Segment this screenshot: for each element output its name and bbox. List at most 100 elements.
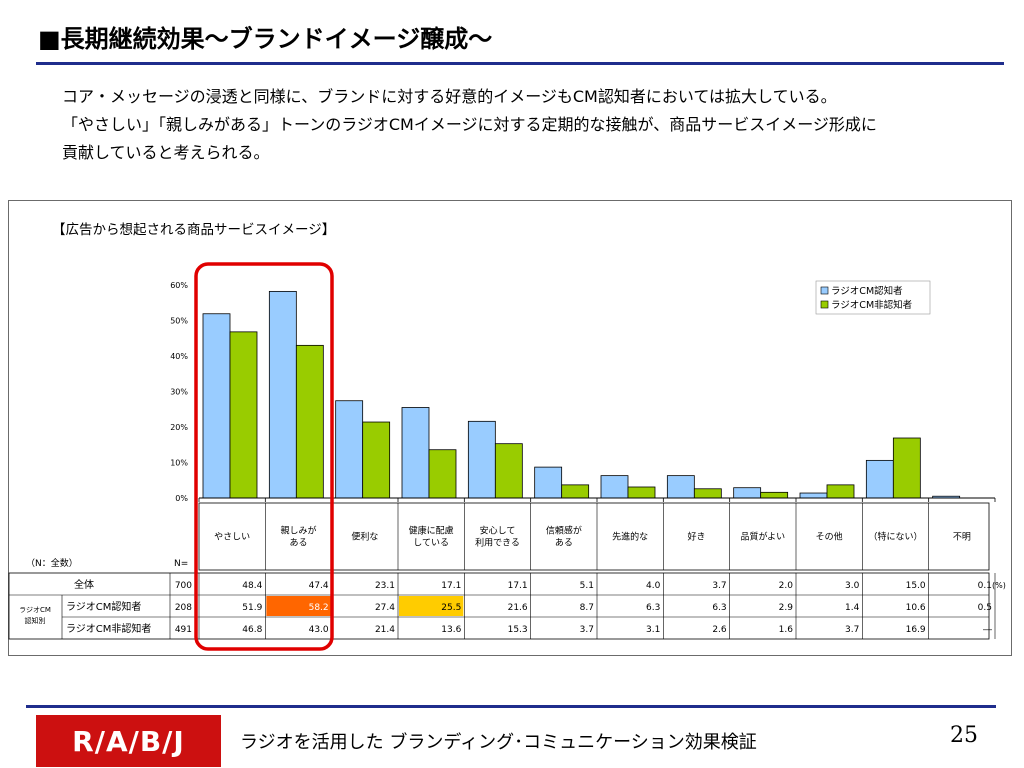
category-label: 利用できる xyxy=(475,537,520,549)
y-tick-label: 40% xyxy=(170,352,188,361)
category-label: している xyxy=(413,538,449,549)
highlight-box xyxy=(194,262,334,651)
bar-unaware xyxy=(627,486,656,499)
bar-unaware xyxy=(892,437,921,499)
bar-aware xyxy=(733,487,762,499)
category-label: 安心して xyxy=(480,525,516,537)
bar-aware xyxy=(799,492,828,499)
footer-rule xyxy=(26,705,996,708)
y-tick-label: 10% xyxy=(170,459,188,468)
legend-box xyxy=(815,280,931,315)
table-value: 3.7 xyxy=(845,625,859,635)
bar-aware xyxy=(202,313,231,499)
category-label: 品質がよい xyxy=(741,531,786,543)
table-value: 51.9 xyxy=(242,603,262,613)
bar-unaware xyxy=(428,449,457,499)
legend-swatch xyxy=(820,286,829,295)
table-value: 16.9 xyxy=(906,625,926,635)
category-label: 便利な xyxy=(351,531,378,543)
data-table-frame xyxy=(8,572,990,640)
bar-aware xyxy=(401,407,430,499)
page-title: ■長期継続効果～ブランドイメージ醸成～ xyxy=(38,25,493,53)
category-label: ある xyxy=(555,538,573,549)
table-row-n: 208 xyxy=(175,603,192,613)
table-highlight-cell xyxy=(266,596,331,616)
bar-aware xyxy=(666,475,695,499)
legend-label: ラジオCM認知者 xyxy=(831,285,903,297)
table-value: 47.4 xyxy=(309,581,329,591)
y-tick-label: 0% xyxy=(175,494,188,503)
intro-line-1: コア・メッセージの浸透と同様に、ブランドに対する好意的イメージもCM認知者におい… xyxy=(62,87,837,106)
bar-unaware xyxy=(295,344,324,499)
table-row-n: 491 xyxy=(175,625,192,635)
category-label: 親しみが xyxy=(280,525,316,537)
table-group-label: 認知別 xyxy=(25,616,46,625)
table-value: 13.6 xyxy=(441,625,461,635)
table-value: 15.0 xyxy=(906,581,926,591)
table-value: 5.1 xyxy=(580,581,594,591)
bar-aware xyxy=(268,290,297,499)
category-label: ある xyxy=(289,538,307,549)
bar-unaware xyxy=(826,484,855,499)
bar-aware xyxy=(865,459,894,499)
legend-swatch xyxy=(820,300,829,309)
table-value: 2.9 xyxy=(779,603,794,613)
table-value: 3.1 xyxy=(646,625,660,635)
table-highlight-cell xyxy=(399,596,464,616)
table-value: 2.6 xyxy=(712,625,727,635)
category-label: 不明 xyxy=(953,532,971,543)
table-row-label: 全体 xyxy=(74,578,94,591)
bar-unaware xyxy=(229,331,258,499)
category-label: 健康に配慮 xyxy=(409,525,454,537)
table-value: 10.6 xyxy=(906,603,926,613)
bar-unaware xyxy=(693,488,722,499)
table-n-label: N= xyxy=(174,559,188,569)
chart-title: 【広告から想起される商品サービスイメージ】 xyxy=(52,222,336,238)
category-label: 好き xyxy=(687,531,705,543)
table-value: 0.1 xyxy=(978,581,992,591)
table-value: 21.4 xyxy=(375,625,395,635)
category-label: 信頼感が xyxy=(546,525,582,537)
table-value: 43.0 xyxy=(309,625,329,635)
table-value: 1.4 xyxy=(845,603,860,613)
table-value: 46.8 xyxy=(242,625,262,635)
category-header-box xyxy=(198,502,990,571)
bar-aware xyxy=(600,475,629,499)
table-value: 17.1 xyxy=(508,581,528,591)
y-tick-label: 20% xyxy=(170,423,188,432)
table-base-label: （N：全数） xyxy=(26,557,78,569)
table-row-n: 700 xyxy=(175,581,192,591)
table-unit-label: (%) xyxy=(992,581,1006,590)
table-value: 4.0 xyxy=(646,581,661,591)
table-value: 58.2 xyxy=(309,603,329,613)
category-label: やさしい xyxy=(214,532,250,543)
table-value: 1.6 xyxy=(779,625,794,635)
table-value: 3.0 xyxy=(845,581,860,591)
legend-label: ラジオCM非認知者 xyxy=(831,299,912,311)
table-value: ― xyxy=(983,625,992,635)
category-label: 先進的な xyxy=(612,531,648,543)
intro-line-2: 「やさしい」「親しみがある」トーンのラジオCMイメージに対する定期的な接触が、商… xyxy=(62,115,877,134)
table-value: 6.3 xyxy=(646,603,660,613)
table-value: 0.5 xyxy=(978,603,992,613)
category-label: その他 xyxy=(816,531,843,543)
bar-unaware xyxy=(494,443,523,499)
bar-unaware xyxy=(362,421,391,499)
table-row-label: ラジオCM非認知者 xyxy=(66,622,151,635)
table-value: 23.1 xyxy=(375,581,395,591)
table-value: 48.4 xyxy=(242,581,262,591)
table-value: 25.5 xyxy=(441,603,461,613)
bar-unaware xyxy=(760,491,789,499)
table-value: 8.7 xyxy=(580,603,594,613)
table-value: 3.7 xyxy=(580,625,594,635)
table-value: 6.3 xyxy=(712,603,726,613)
y-tick-label: 60% xyxy=(170,281,188,290)
category-label: （特にない） xyxy=(868,531,922,543)
table-value: 3.7 xyxy=(712,581,726,591)
table-group-label: ラジオCM xyxy=(19,606,51,614)
chart-panel xyxy=(8,200,1012,656)
bar-unaware xyxy=(561,484,590,499)
table-row-label: ラジオCM認知者 xyxy=(66,600,141,613)
table-value: 21.6 xyxy=(508,603,528,613)
